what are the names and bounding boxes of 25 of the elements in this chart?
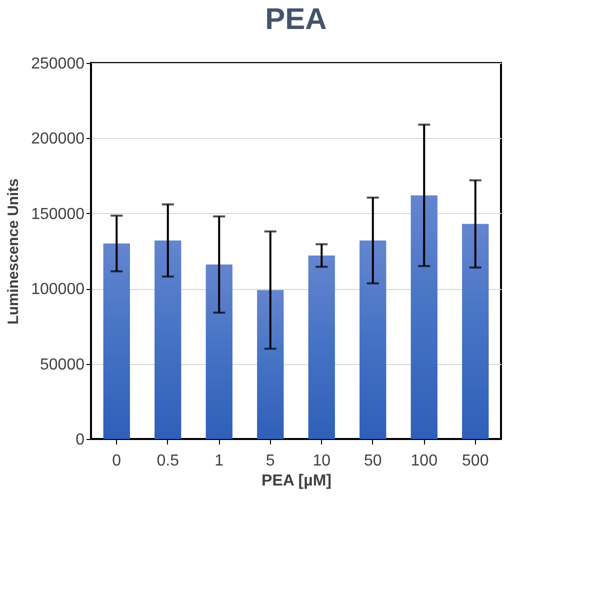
- x-tick-label: 50: [364, 452, 382, 470]
- bar: [103, 243, 130, 439]
- y-axis-title: Luminescence Units: [5, 178, 22, 324]
- x-tick-label: 1: [214, 452, 224, 470]
- x-tick-label: 100: [410, 452, 438, 470]
- bar: [257, 290, 284, 439]
- y-tick-label: 100000: [31, 281, 85, 298]
- x-tick-label: 0: [112, 452, 122, 470]
- y-tick-label: 150000: [31, 206, 85, 223]
- x-tick-label: 10: [312, 452, 331, 470]
- bar: [154, 240, 182, 439]
- chart-title: PEA: [265, 3, 327, 36]
- x-tick-label: 5: [266, 452, 275, 470]
- bar: [410, 195, 438, 439]
- bar: [308, 256, 335, 439]
- x-tick-label: 500: [462, 452, 489, 470]
- x-axis-title: PEA [µM]: [262, 472, 332, 490]
- bar: [206, 264, 232, 439]
- y-tick-label: 250000: [31, 56, 85, 72]
- y-tick-label: 0: [76, 432, 85, 448]
- x-tick-label: 0.5: [156, 452, 180, 470]
- y-tick-label: 200000: [31, 130, 85, 148]
- y-tick-label: 50000: [40, 356, 85, 374]
- bar: [360, 240, 386, 439]
- bar: [462, 224, 489, 439]
